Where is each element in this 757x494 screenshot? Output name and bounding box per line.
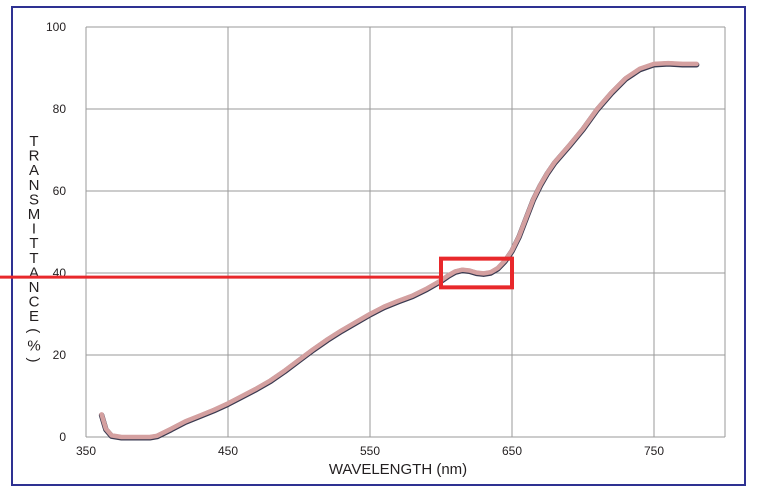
x-tick-label: 350 (76, 444, 96, 458)
y-axis-label-letter: T (29, 235, 38, 252)
y-axis-label-letter: M (28, 206, 41, 223)
annotation-layer (0, 256, 514, 290)
y-axis-label-letter: E (29, 308, 39, 325)
grid-lines (85, 26, 726, 438)
x-axis-label: WAVELENGTH (nm) (329, 461, 467, 478)
transmittance-curve (99, 60, 699, 440)
x-tick-label: 650 (502, 444, 522, 458)
y-axis-label-letter: ( (25, 328, 42, 333)
transmittance-curve-shadow (98, 61, 700, 441)
y-axis-label-letter: T (29, 250, 38, 267)
y-tick-label: 100 (46, 20, 66, 34)
y-axis-label-letter: ) (25, 358, 42, 363)
y-tick-label: 80 (53, 102, 67, 116)
chart-frame (11, 6, 746, 486)
y-tick-label: 60 (53, 184, 67, 198)
x-tick-label: 450 (218, 444, 238, 458)
y-axis-label-letter: T (29, 133, 38, 150)
y-tick-label: 0 (59, 430, 66, 444)
y-axis-label-letter: I (32, 221, 36, 238)
y-axis-label-letter: A (29, 162, 39, 179)
y-tick-label: 20 (53, 348, 67, 362)
x-tick-label: 550 (360, 444, 380, 458)
x-tick-label: 750 (644, 444, 664, 458)
series-layer (98, 60, 700, 441)
y-axis-label-letter: S (29, 191, 39, 208)
y-axis-label-letter: N (29, 279, 40, 296)
y-axis-label-letter: N (29, 177, 40, 194)
y-axis-label-letter: R (29, 148, 40, 165)
y-axis-label-letter: % (27, 337, 40, 354)
x-tick-labels: 350 450 550 650 750 (76, 444, 664, 458)
y-axis-label-letter: A (29, 264, 39, 281)
y-axis-label-letter: C (29, 294, 40, 311)
highlight-box (439, 256, 514, 290)
